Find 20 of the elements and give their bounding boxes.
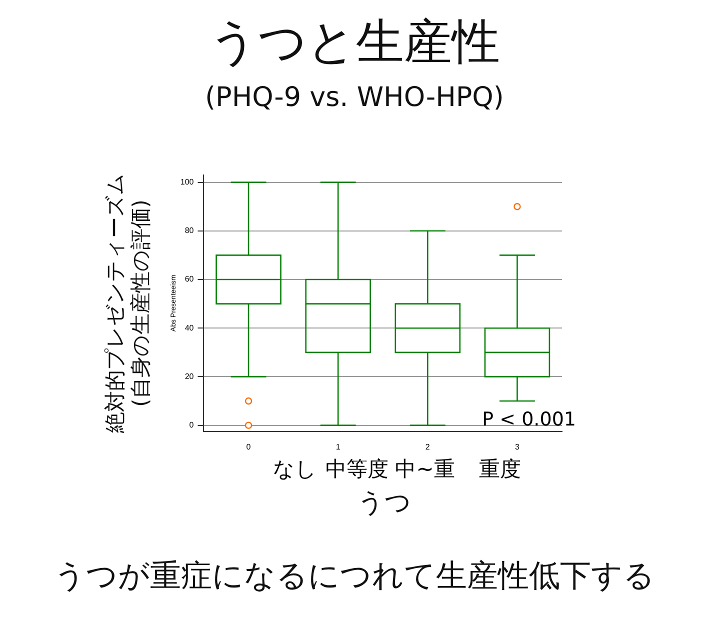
y-tick-label: 100 xyxy=(180,177,194,186)
text: なし xyxy=(273,456,317,483)
chart-title: うつと生産性 xyxy=(208,13,501,72)
y-tick-label: 80 xyxy=(184,226,194,236)
x-axis-title: うつ xyxy=(356,487,412,520)
annotation: P < 0.001 xyxy=(482,408,576,430)
text: 中等度 xyxy=(326,456,388,483)
x-tick-label: 2 xyxy=(425,442,430,452)
x-tick-label: 3 xyxy=(514,442,520,452)
y-tick-label: 40 xyxy=(184,323,194,332)
y-tick-label: 0 xyxy=(189,420,194,430)
text: うつが重症になるにつれて生産性低下する xyxy=(53,557,656,596)
text: 重度 xyxy=(479,456,521,483)
y-axis-title: 絶対的プレゼンティーズム (自身の生産性の評価) xyxy=(103,173,152,434)
x-tick-label: 0 xyxy=(246,442,252,452)
x-tick-label: 1 xyxy=(336,442,341,452)
y-tick-label: 60 xyxy=(184,274,194,284)
y-tick-label: 20 xyxy=(184,372,194,381)
text: 中~重 xyxy=(395,456,455,483)
chart-subtitle: (PHQ-9 vs. WHO-HPQ) xyxy=(204,82,505,113)
